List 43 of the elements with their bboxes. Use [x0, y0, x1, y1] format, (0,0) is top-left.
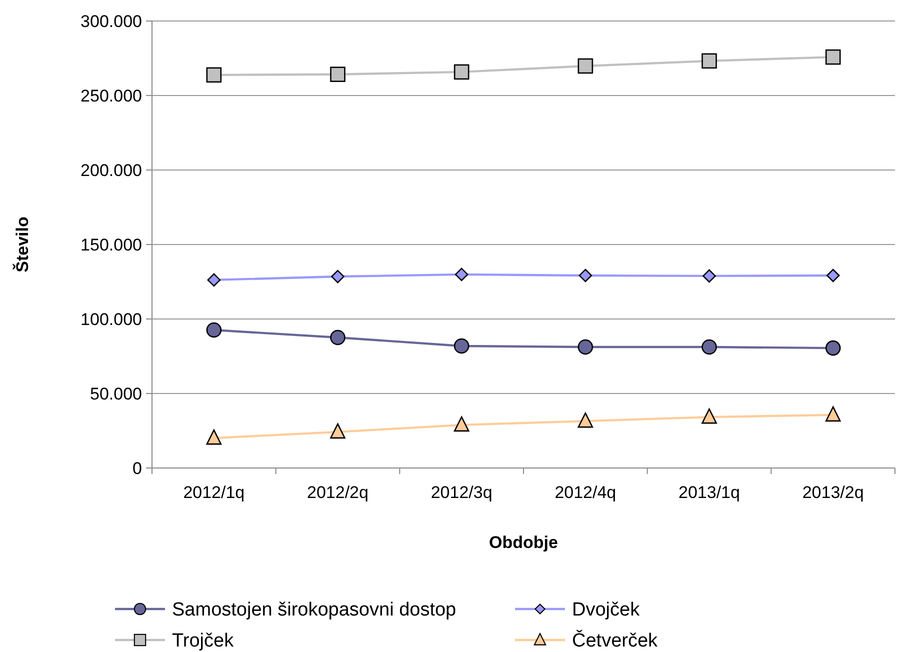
- x-tick-label: 2012/1q: [183, 483, 245, 502]
- point: [702, 269, 716, 283]
- point: [454, 268, 468, 282]
- point: [454, 338, 470, 354]
- y-axis-title: Število: [12, 216, 32, 272]
- point: [207, 273, 221, 287]
- y-tick-label: 150.000: [80, 235, 142, 254]
- point: [826, 268, 840, 282]
- legend-label: Dvojček: [572, 600, 640, 621]
- x-tick-label: 2012/2q: [307, 483, 368, 502]
- point: [578, 58, 594, 74]
- y-tick-label: 0: [132, 458, 142, 478]
- point: [330, 66, 346, 82]
- legend-label: Trojček: [172, 630, 234, 652]
- x-tick-label: 2013/1q: [678, 483, 740, 502]
- y-tick-label: 250.000: [80, 86, 142, 106]
- point: [454, 416, 470, 432]
- point: [578, 268, 592, 282]
- point: [825, 406, 841, 422]
- y-tick-label: 300.000: [80, 12, 142, 31]
- point: [578, 339, 594, 355]
- x-tick-label: 2013/2q: [802, 483, 864, 502]
- point: [330, 423, 346, 439]
- y-tick-label: 100.000: [80, 310, 142, 329]
- point: [331, 270, 344, 284]
- point: [825, 49, 841, 65]
- point: [330, 330, 346, 346]
- y-tick-label: 200.000: [80, 160, 142, 180]
- legend-label: Samostojen širokopasovni dostop: [172, 600, 456, 621]
- point: [578, 412, 594, 428]
- point: [206, 429, 222, 445]
- point: [825, 340, 841, 356]
- point: [454, 64, 470, 80]
- x-tick-label: 2012/3q: [430, 483, 492, 502]
- legend-label: Četverček: [572, 630, 658, 652]
- point: [206, 322, 222, 338]
- y-tick-label: 50.000: [90, 384, 142, 404]
- x-axis-title: Obdobje: [489, 533, 558, 552]
- point: [702, 408, 717, 424]
- point: [702, 53, 717, 69]
- point: [702, 339, 717, 355]
- point: [206, 67, 222, 83]
- x-tick-label: 2012/4q: [554, 483, 616, 502]
